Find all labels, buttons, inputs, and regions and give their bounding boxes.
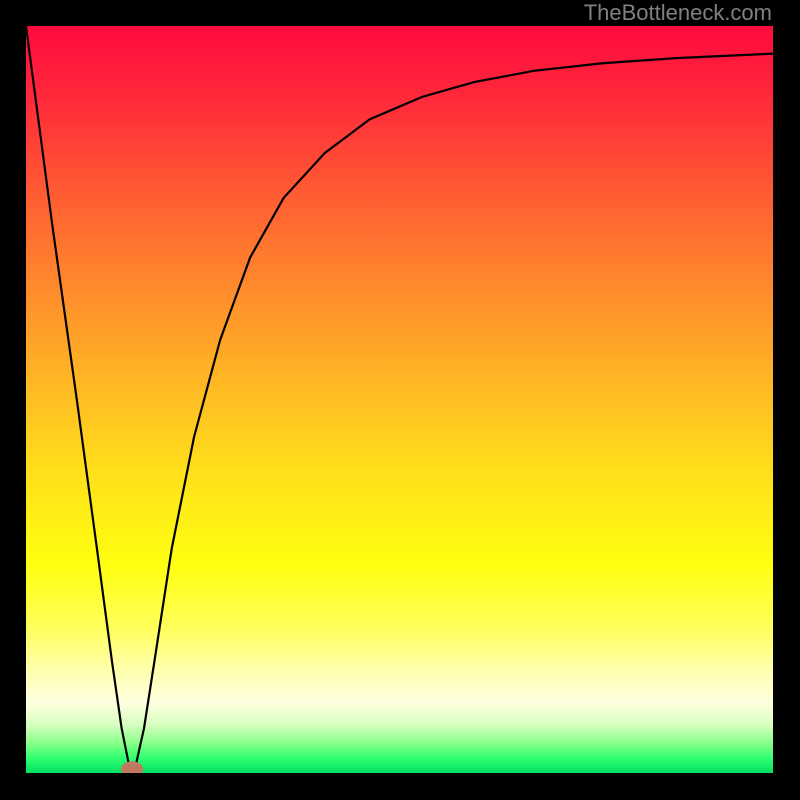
chart-container: TheBottleneck.com [0,0,800,800]
watermark-text: TheBottleneck.com [584,0,772,26]
gradient-background [26,26,773,773]
plot-area [26,26,773,773]
